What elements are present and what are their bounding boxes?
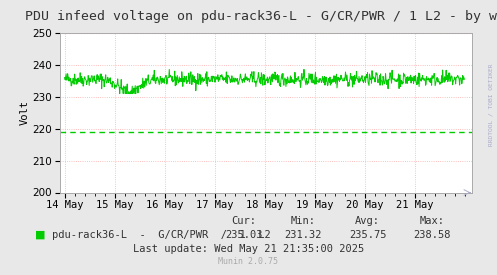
Text: Avg:: Avg: bbox=[355, 216, 380, 226]
Y-axis label: Volt: Volt bbox=[19, 100, 29, 125]
Text: 238.58: 238.58 bbox=[414, 230, 451, 240]
Text: Max:: Max: bbox=[420, 216, 445, 226]
Text: ■: ■ bbox=[35, 230, 45, 240]
Text: PDU infeed voltage on pdu-rack36-L - G/CR/PWR / 1 L2 - by week: PDU infeed voltage on pdu-rack36-L - G/C… bbox=[25, 10, 497, 23]
Text: Munin 2.0.75: Munin 2.0.75 bbox=[219, 257, 278, 266]
Text: 235.75: 235.75 bbox=[349, 230, 387, 240]
Text: pdu-rack36-L  -  G/CR/PWR  /  1  L2: pdu-rack36-L - G/CR/PWR / 1 L2 bbox=[52, 230, 271, 240]
Text: Last update: Wed May 21 21:35:00 2025: Last update: Wed May 21 21:35:00 2025 bbox=[133, 244, 364, 254]
Text: 231.32: 231.32 bbox=[284, 230, 322, 240]
Text: Min:: Min: bbox=[291, 216, 316, 226]
Text: RRDTOOL / TOBI OETIKER: RRDTOOL / TOBI OETIKER bbox=[489, 63, 494, 146]
Text: Cur:: Cur: bbox=[231, 216, 256, 226]
Text: 235.03: 235.03 bbox=[225, 230, 262, 240]
